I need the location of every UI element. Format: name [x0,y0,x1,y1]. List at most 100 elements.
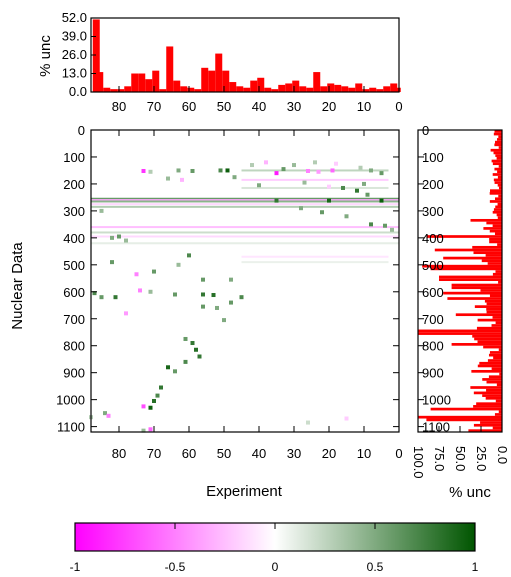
top-bar [327,83,335,92]
right-bar [489,192,502,195]
heatmap-cell [124,238,128,243]
heatmap-cell [250,163,254,168]
right-bar [489,294,502,298]
heatmap-cell [148,427,153,432]
heatmap-cell [369,168,373,173]
heatmap-cell [390,227,394,232]
right-bar [473,251,502,255]
right-bar [496,213,502,217]
right-bar [492,224,502,228]
right-bar [493,356,502,360]
top-bar [124,86,132,92]
heatmap-cell [383,223,387,228]
right-bar [483,227,502,230]
right-bar [443,291,502,295]
right-bar [494,143,502,147]
right-bar [486,302,502,306]
right-bar [434,248,502,252]
heatmap-cell [103,411,107,416]
right-bar [472,245,502,249]
right-bar [495,205,502,209]
heatmap-cell [302,180,307,185]
heatmap-cell [274,171,279,176]
heatmap-cell [320,210,324,215]
right-bar [422,264,502,268]
right-bar [486,380,502,384]
heatmap-cell [183,359,188,364]
top-bar [173,80,181,92]
heatmap-x-tick-label: 30 [287,446,301,461]
heatmap-cell [201,304,205,309]
right-y-tick-label: 100 [422,150,444,165]
right-bar [491,159,502,163]
right-bar [430,267,502,271]
top-x-tick-label: 70 [147,99,161,114]
right-y-tick-label: 1000 [422,393,451,408]
heatmap-cell [362,181,366,186]
heatmap-y-tick-label: 300 [63,204,85,219]
right-bar [492,316,502,319]
heatmap-band [241,186,389,189]
heatmap-y-tick-label: 100 [63,150,85,165]
heatmap-cell [316,169,321,174]
right-bar [497,216,502,219]
right-bar [495,399,502,403]
right-bar [497,183,502,187]
right-bar [487,262,502,265]
right-bar [482,378,502,381]
heatmap-cell [187,253,191,258]
right-bar [492,162,502,166]
right-bar [498,410,502,414]
right-bar [497,175,502,179]
top-x-tick-label: 50 [217,99,231,114]
top-bar [264,87,272,92]
heatmap-cell [369,222,373,227]
right-bar [474,337,502,341]
heatmap-cell [124,311,128,316]
right-bar [473,423,502,427]
right-bar [471,369,502,373]
right-bar [418,415,502,419]
right-bar [426,418,502,422]
right-histogram: 0 100 200 300 400 500 600 700 800 900 1000 1100 100… [411,123,510,501]
right-bar [494,130,502,133]
top-bar [257,77,265,92]
heatmap-cell [134,272,139,277]
top-bar [250,80,258,92]
heatmap-cell [218,168,223,173]
right-bar [498,348,502,352]
heatmap-y-tick-label: 800 [63,339,85,354]
top-histogram: 52.0 39.0 26.0 13.0 0.0 80 70 60 50 40 30 20 10 0 % … [37,10,403,114]
heatmap-cell [194,347,198,352]
right-bar [426,235,502,238]
heatmap-y-tick-label: 500 [63,258,85,273]
top-bar [131,73,139,92]
colorbar-tick-label: -1 [70,560,81,574]
top-bar [313,72,321,92]
colorbar-tick-label: 0 [272,560,279,574]
right-y-tick-label: 200 [422,177,444,192]
right-bar [498,146,502,149]
heatmap-cell [211,293,216,298]
right-bar [476,326,502,330]
top-bar [393,87,401,92]
right-bar [470,386,502,389]
heatmap-cell [141,168,146,173]
right-y-tick-label: 1100 [422,420,450,435]
top-bar [138,73,146,92]
heatmap-cell [99,208,104,213]
right-bar [492,173,502,176]
right-histogram-x-ticks: 100.0 75.0 50.0 25.0 0.0 [411,426,510,479]
right-bar [470,218,502,222]
right-bar [483,345,502,349]
heatmap-cell [173,369,177,374]
heatmap-cell [379,171,384,176]
top-bar [348,87,356,92]
heatmap-x-tick-label: 0 [395,446,402,461]
right-bar [418,332,502,335]
right-histogram-bars [418,130,502,432]
heatmap-cell [365,192,370,197]
heatmap-cell [117,234,121,239]
right-y-tick-label: 600 [422,285,444,300]
right-bar [480,289,502,292]
